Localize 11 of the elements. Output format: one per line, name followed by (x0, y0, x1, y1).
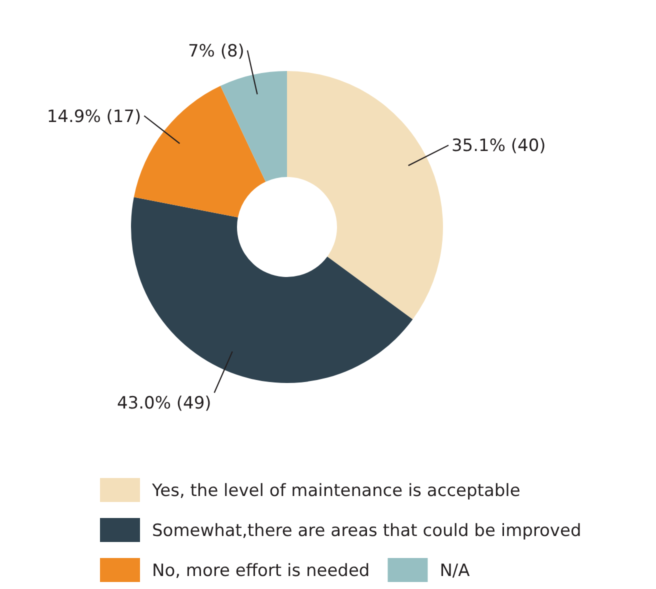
data-label: 7% (8) (188, 41, 244, 62)
legend-label: Yes, the level of maintenance is acceptable (151, 480, 520, 501)
data-label: 43.0% (49) (116, 394, 212, 414)
legend-label: Somewhat,there are areas that could be improved (152, 520, 582, 541)
legend-label: N/A (440, 560, 470, 581)
data-label: 14.9% (17) (46, 106, 142, 127)
data-label: 35.1% (40) (452, 136, 546, 156)
legend-label: No, more effort is needed (152, 560, 370, 581)
donut-slice (131, 197, 413, 383)
donut-slice (220, 71, 287, 182)
donut-slice (287, 71, 443, 320)
